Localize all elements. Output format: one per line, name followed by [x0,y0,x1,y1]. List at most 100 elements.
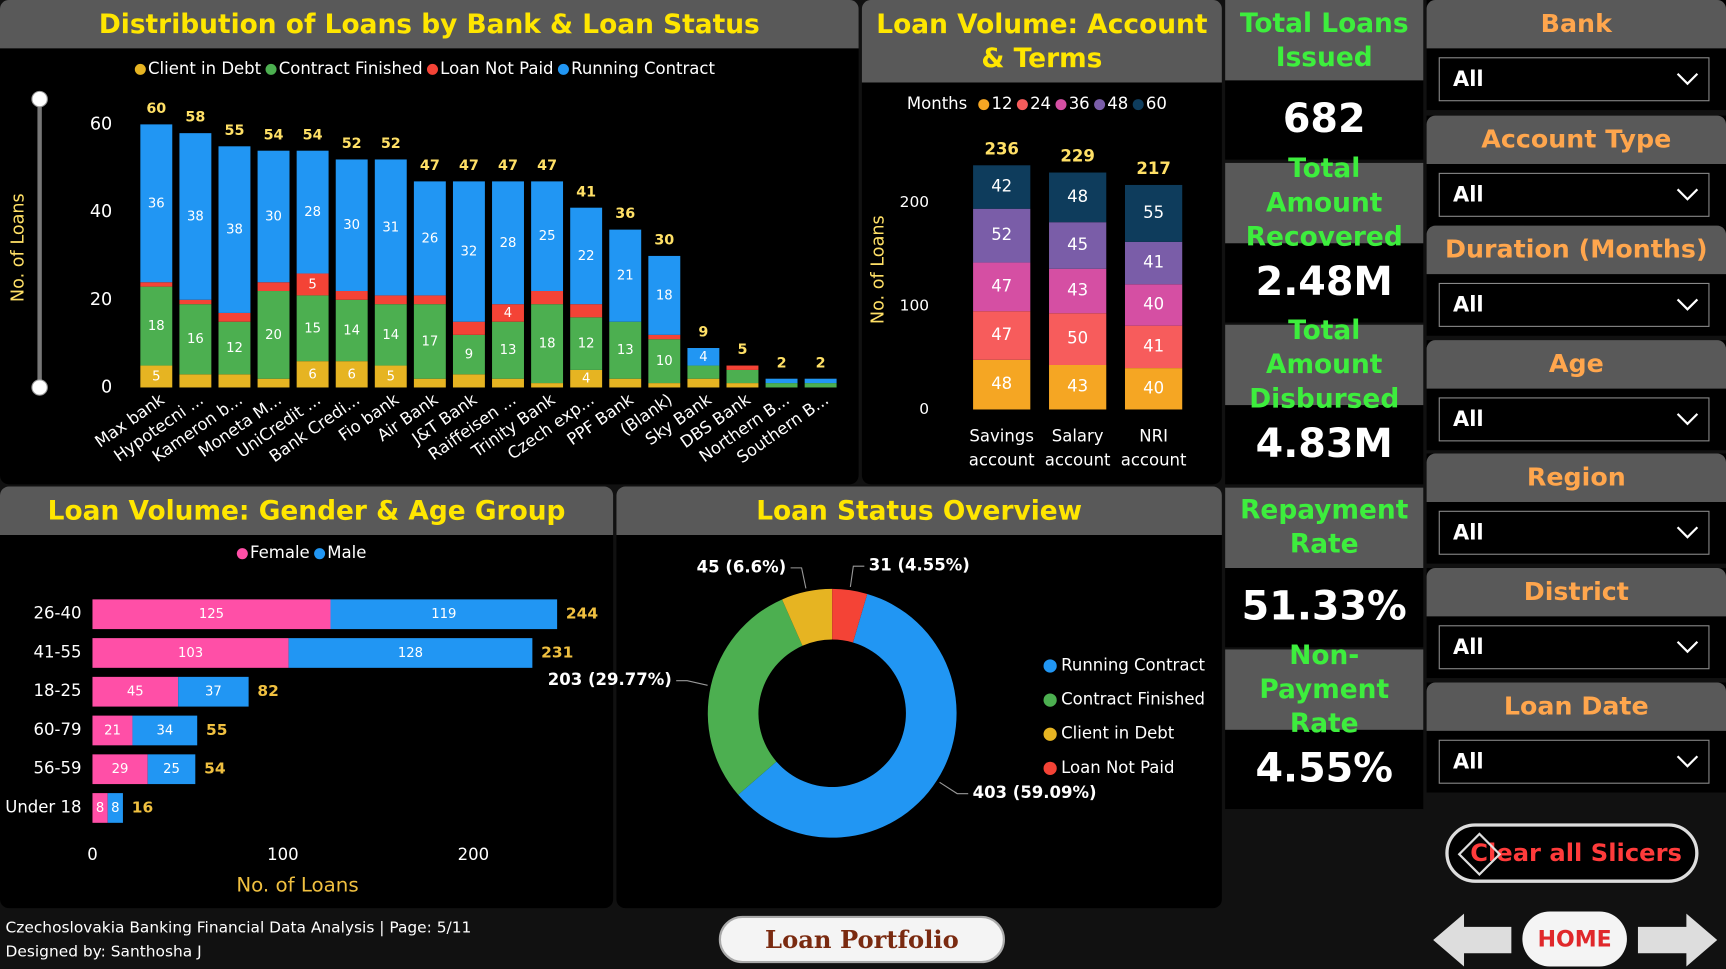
total-label: 58 [185,110,205,126]
x-tick-label: Salary account [1044,425,1111,471]
total-label: 217 [1136,159,1170,178]
bar-segment [330,599,558,630]
bar-segment [452,334,485,375]
y-tick-label: 200 [900,193,929,211]
slicer-dropdown[interactable]: All [1438,625,1710,670]
bar-segment [413,304,446,379]
legend-marker [236,548,248,560]
total-label: 60 [146,101,166,117]
segment-label: 48 [1067,187,1088,206]
segment-label: 14 [343,323,360,338]
bar-segment [179,299,212,305]
slicer-dropdown[interactable]: All [1438,510,1710,555]
total-label: 229 [1060,147,1094,166]
next-arrow[interactable] [1637,913,1718,967]
bar-segment [648,334,681,340]
y-axis-title: No. of Loans [9,193,29,302]
slicer-dropdown[interactable]: All [1438,57,1710,102]
segment-label: 17 [421,334,438,349]
slicer-title: District [1426,567,1726,617]
legend-label: Running Contract [1061,655,1205,674]
x-tick-label: NRI account [1120,425,1187,471]
bar-segment [726,369,759,384]
legend-marker [265,63,277,75]
bar-segment [107,793,123,823]
slicer-dropdown[interactable]: All [1438,172,1710,217]
slicer-value: All [1453,635,1484,660]
legend-marker [314,548,326,560]
bar-segment [492,378,524,388]
legend-marker [426,63,438,75]
total-label: 30 [654,233,674,249]
back-arrow[interactable] [1433,913,1512,967]
y-tick-label: 0 [101,377,112,397]
home-button[interactable]: HOME [1522,911,1627,967]
bar-segment [335,299,368,362]
bar-segment [92,676,179,707]
bar-segment [570,207,603,305]
slider-handle[interactable] [31,379,48,396]
y-axis-title: No. of Loans [868,215,888,324]
bar-segment [413,181,446,296]
total-label: 9 [698,325,708,341]
segment-label: 8 [96,801,104,816]
segment-label: 41 [1143,253,1164,272]
total-label: 16 [132,798,153,816]
slicer-title: Loan Date [1426,682,1726,731]
total-label: 244 [566,605,598,623]
bar-segment [452,321,485,335]
bar-segment [765,383,798,388]
segment-label: 47 [991,276,1012,295]
footer-line: Czechoslovakia Banking Financial Data An… [5,919,472,937]
bar-segment [335,159,368,292]
bar-segment [92,754,148,785]
kpi-value: 4.55% [1255,746,1393,792]
legend-label: 24 [1030,94,1051,113]
page-button[interactable]: Loan Portfolio [718,915,1006,964]
bar-segment [687,365,720,379]
bar-segment [92,638,289,668]
segment-label: 18 [656,288,673,303]
segment-label: 20 [265,328,282,343]
bar-segment [1124,184,1183,242]
chevron-line [1676,188,1699,201]
segment-label: 103 [178,646,203,661]
bar-segment [296,361,329,388]
bar-segment [973,262,1031,312]
bar-segment [765,378,798,384]
x-axis-title: No. of Loans [236,874,358,897]
slicer-dropdown[interactable]: All [1438,282,1710,327]
bar-segment [288,638,533,668]
slicer-dropdown[interactable]: All [1438,397,1710,442]
segment-label: 18 [539,337,556,352]
chevron [1676,526,1699,539]
leader-line [790,567,807,589]
segment-label: 25 [539,229,556,244]
y-tick-label: 100 [900,297,929,315]
slicer-value: All [1453,182,1484,207]
slider-handle[interactable] [31,90,48,108]
x-tick-label: 0 [87,845,98,864]
legend-label: Female [250,543,310,562]
chevron [1676,298,1699,311]
legend-marker [1016,99,1028,111]
bar-segment [374,304,407,366]
clear-button[interactable]: Clear all Slicers [1445,823,1699,883]
segment-label: 42 [991,177,1012,196]
legend-label: Male [327,543,366,562]
bar-segment [1049,222,1107,269]
segment-label: 48 [991,374,1012,393]
legend-label: Running Contract [571,59,715,78]
bar-segment [92,793,108,823]
chevron [1676,640,1699,654]
slicer-dropdown[interactable]: All [1438,739,1710,784]
slicer-value: All [1453,749,1484,774]
panel-title: Distribution of Loans by Bank & Loan Sta… [0,0,859,49]
y-tick-label: 40 [90,202,112,222]
segment-label: 38 [226,223,243,238]
y-tick-label: 41-55 [34,642,82,661]
legend-marker [1094,99,1106,111]
segment-label: 43 [1067,377,1088,396]
chevron-line [1676,413,1699,426]
panel-title: Loan Volume: Gender & Age Group [0,486,614,535]
